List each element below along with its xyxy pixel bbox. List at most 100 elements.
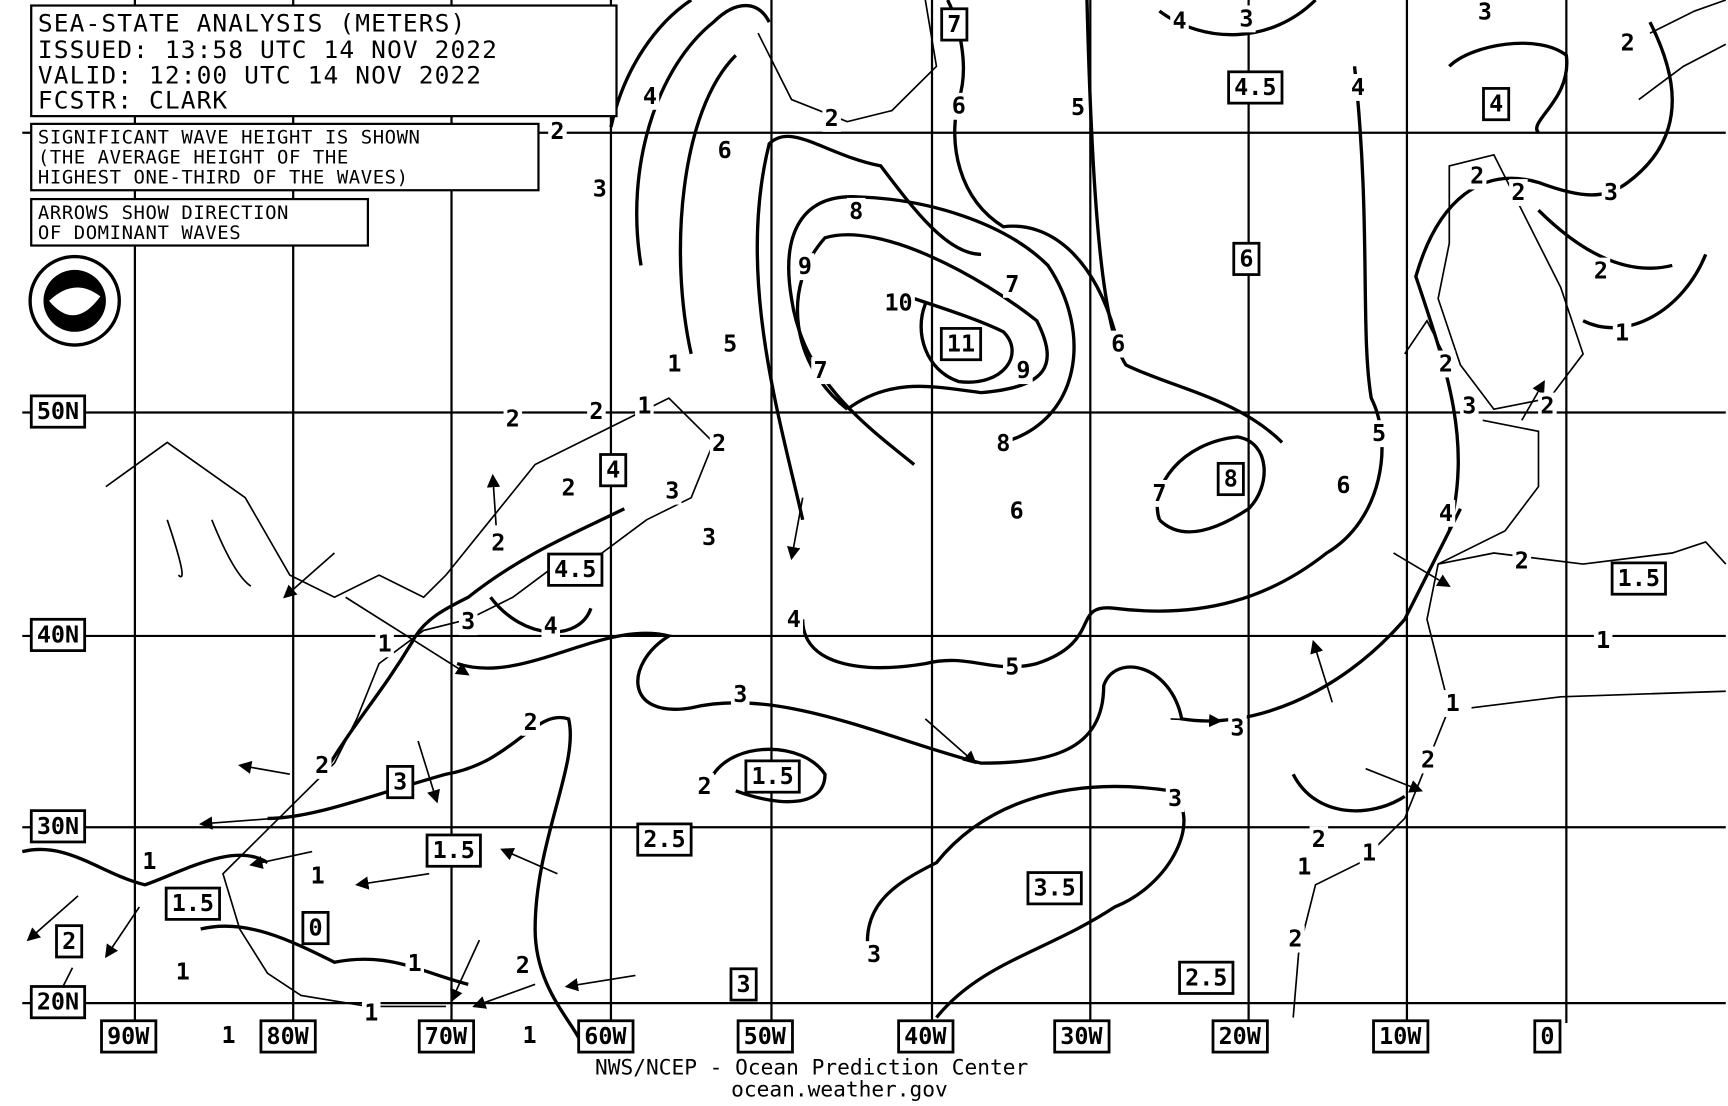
latitude-label: 20N [37,989,79,1016]
longitude-label-box [897,1019,955,1054]
header-line: FCSTR: CLARK [38,86,228,115]
wave-height-box-box [55,924,84,959]
contour-label: 1 [1615,320,1629,347]
contour-label-bg [811,357,830,385]
contour-label-bg [503,405,523,433]
contour-label: 1 [637,393,651,420]
contour-label: 3 [665,478,679,505]
contour-label-bg [1007,497,1027,525]
contour-label-bg [1286,925,1305,953]
wave-height-box: 3 [737,971,751,998]
contour-label-bg [662,477,682,505]
contour-label-bg [405,949,424,977]
contour-label-bg [1538,392,1557,420]
latitude-label-box [29,809,87,844]
contour-label-bg [1443,690,1462,717]
contour-label-bg [1601,179,1621,207]
contour-label: 4 [643,83,657,110]
contour-label: 7 [813,357,827,384]
contour-label-bg [1003,270,1022,298]
contour-label: 2 [712,430,726,457]
header-line: ISSUED: 13:58 UTC 14 NOV 2022 [38,35,498,64]
longitude-label-box [417,1019,476,1054]
contour-label: 8 [996,430,1010,457]
contour-label: 6 [718,137,732,164]
header-box [30,4,618,118]
contour-label: 3 [702,524,716,551]
longitude-label: 10W [1379,1023,1422,1050]
latitude-label: 30N [37,813,79,840]
contour-label: 1 [221,1022,235,1049]
contour-label: 5 [1071,94,1085,121]
wave-height-box: 1.5 [433,837,475,864]
wave-height-box-box [1026,871,1083,906]
contour-label: 1 [364,1000,378,1027]
wave-height-box: 4 [606,457,620,484]
contour-label-bg [1612,319,1632,347]
contour-label: 3 [1168,785,1182,812]
contour-label-bg [1014,357,1033,385]
contour-label-bg [219,1021,238,1049]
contour-label-bg [1295,853,1314,881]
contour-label: 5 [723,331,737,358]
wave-height-box: 1.5 [751,763,793,790]
footer-line: NWS/NCEP - Ocean Prediction Center [595,1054,1028,1079]
contour-label-bg [635,392,654,420]
note-box [30,122,540,192]
contour-label: 7 [1152,480,1166,507]
contour-label: 2 [1312,826,1326,853]
contour-label-bg [695,773,714,800]
contour-label-bg [730,681,750,709]
longitude-label: 40W [904,1023,947,1050]
contour-label-bg [1460,392,1479,420]
wave-height-box: 11 [947,331,975,358]
contour-label-bg [1237,5,1256,33]
wave-height-box-box [599,453,628,488]
contour-label: 2 [1621,30,1635,57]
longitude-label-box [736,1019,794,1054]
contour-label-bg [521,708,540,736]
contour-label: 5 [1372,420,1386,447]
wave-height-contours [21,0,1708,1041]
contour-label-bg [640,82,660,110]
contour-label-bg [1309,826,1329,854]
contour-label-bg [882,289,915,317]
contour-label: 2 [1511,179,1525,206]
contour-label: 3 [461,608,475,635]
wave-height-box-box [1216,461,1245,497]
contour-label: 3 [733,681,747,708]
contour-label: 2 [825,105,839,132]
contour-label: 2 [562,474,576,501]
wave-height-box: 2.5 [1185,964,1227,991]
contour-label-bg [1436,350,1456,378]
contour-label: 9 [1016,357,1030,384]
contour-label: 3 [593,176,607,203]
wave-height-box-box [744,759,801,794]
wave-height-box: 8 [1224,466,1238,493]
longitude-label: 50W [744,1023,787,1050]
contour-label: 1 [408,950,422,977]
wave-height-box: 2 [62,928,76,955]
notes: SIGNIFICANT WAVE HEIGHT IS SHOWN (THE AV… [30,122,540,247]
wave-height-box: 2.5 [643,826,685,853]
latitude-label: 50N [37,398,79,425]
contour-label-bg [1068,93,1088,121]
contour-label-bg [458,608,478,636]
note-box [30,197,370,247]
contour-label: 2 [1439,351,1453,378]
longitude-label-box [1211,1019,1269,1054]
contour-label-bg [1512,547,1532,575]
contour-label-bg [1228,714,1247,742]
contour-label: 1 [176,959,190,986]
contour-label: 2 [491,530,505,557]
contour-label-bg [361,999,381,1027]
contour-label: 3 [1478,0,1492,26]
wave-height-box-box [1232,241,1261,276]
longitude-label-box [577,1019,635,1054]
wave-height-box: 4.5 [554,556,596,583]
longitude-label: 90W [107,1023,150,1050]
contour-label-bg [1334,472,1353,500]
contour-label-bg [784,606,804,633]
